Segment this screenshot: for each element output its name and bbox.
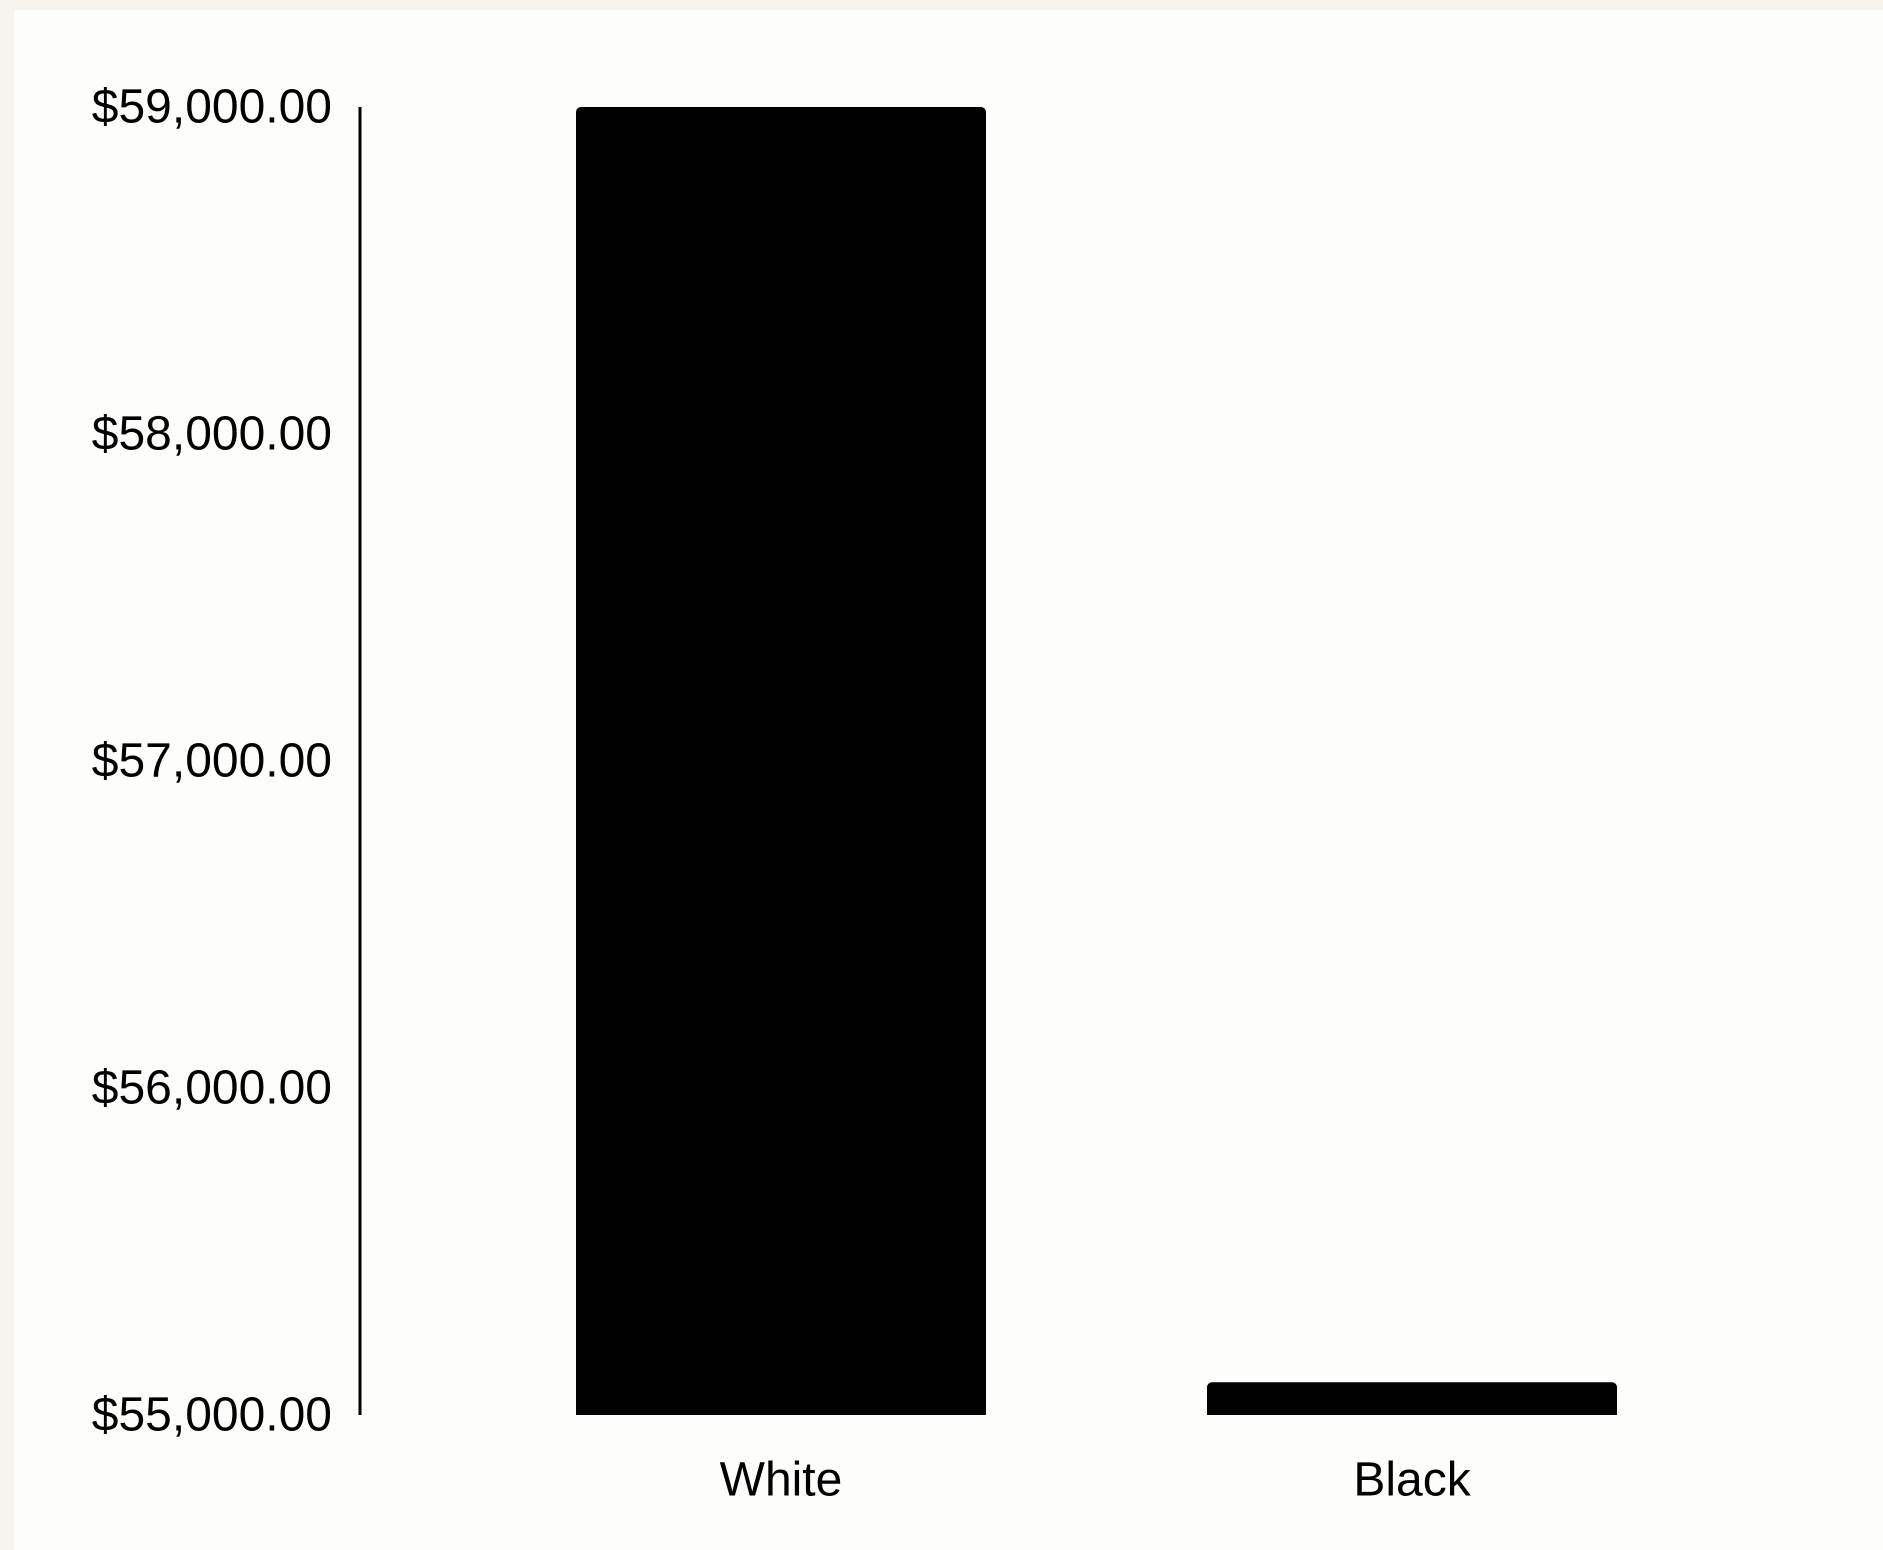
x-tick-label-white: White (720, 1454, 843, 1507)
y-tick-label: $58,000.00 (92, 408, 332, 461)
bars (576, 107, 1617, 1415)
bar-white (576, 107, 986, 1415)
x-tick-label-black: Black (1353, 1454, 1471, 1507)
y-tick-label: $57,000.00 (92, 735, 332, 788)
y-tick-label: $56,000.00 (92, 1062, 332, 1115)
x-axis-labels: White Black (720, 1454, 1472, 1507)
bar-base-black (1207, 1409, 1617, 1415)
bar-black (1207, 1382, 1617, 1415)
y-tick-label: $59,000.00 (92, 81, 332, 134)
y-tick-label: $55,000.00 (92, 1389, 332, 1442)
y-axis-ticks: $55,000.00 $56,000.00 $57,000.00 $58,000.00… (92, 81, 332, 1442)
bar-base-white (576, 1409, 986, 1415)
